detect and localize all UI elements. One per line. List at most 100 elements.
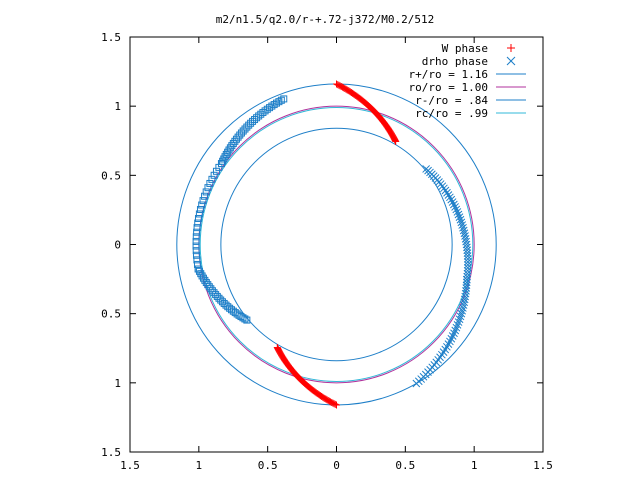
chart-title: m2/n1.5/q2.0/r-+.72-j372/M0.2/512 xyxy=(216,13,435,26)
square-point xyxy=(204,184,212,192)
legend-plus-swatch xyxy=(507,44,515,52)
square-point xyxy=(208,175,216,183)
legend-label: rc/ro = .99 xyxy=(415,107,488,120)
drho-phase-point xyxy=(450,200,458,209)
square-point xyxy=(199,197,207,205)
reference-circle xyxy=(199,107,474,382)
drho-phase-point xyxy=(412,379,421,388)
square-point xyxy=(215,163,223,171)
w-phase-point xyxy=(273,344,281,352)
square-point xyxy=(257,110,265,118)
legend-cross-swatch xyxy=(506,56,516,66)
square-point xyxy=(193,260,201,268)
w-phase-point xyxy=(392,137,400,145)
legend-label: ro/ro = 1.00 xyxy=(409,81,488,94)
drho-phase-point xyxy=(453,321,462,329)
y-tick-label: 0.5 xyxy=(101,308,121,321)
square-point xyxy=(239,314,247,322)
y-tick-label: 0 xyxy=(114,239,121,252)
drho-phase-point xyxy=(446,193,454,202)
square-point xyxy=(247,119,255,127)
legend-label: drho phase xyxy=(422,55,488,68)
y-tick-label: 0.5 xyxy=(101,169,121,182)
square-point xyxy=(206,179,214,187)
square-point xyxy=(221,153,229,161)
square-point xyxy=(245,121,253,129)
drho-phase-point xyxy=(441,186,450,195)
drho-phase-point xyxy=(452,323,461,332)
square-point xyxy=(194,214,202,222)
x-tick-label: 1.5 xyxy=(533,459,553,472)
legend-label: r-/ro = .84 xyxy=(415,94,488,107)
x-tick-label: 1 xyxy=(196,459,203,472)
square-point xyxy=(219,157,227,165)
square-point xyxy=(237,313,245,321)
drho-phase-point xyxy=(458,221,467,229)
drho-phase-point xyxy=(459,301,468,309)
square-point xyxy=(192,251,200,259)
square-point xyxy=(241,125,249,133)
y-tick-label: 1.5 xyxy=(101,31,121,44)
square-point xyxy=(202,188,210,196)
square-point xyxy=(243,316,251,324)
reference-circle xyxy=(220,127,453,362)
square-point xyxy=(193,228,201,236)
square-point xyxy=(212,167,220,175)
y-tick-label: 1.5 xyxy=(101,446,121,459)
drho-phase-point xyxy=(455,315,464,324)
x-tick-label: 0.5 xyxy=(395,459,415,472)
drho-phase-point xyxy=(444,191,453,199)
square-point xyxy=(235,311,243,319)
drho-phase-point xyxy=(447,195,456,204)
square-point xyxy=(249,117,257,125)
drho-phase-point xyxy=(456,312,465,321)
square-point xyxy=(210,171,218,179)
square-point xyxy=(192,242,200,250)
square-point xyxy=(220,155,228,163)
drho-phase-point xyxy=(458,306,467,315)
square-point xyxy=(192,233,200,241)
square-point xyxy=(253,114,261,122)
drho-phase-point xyxy=(443,188,451,197)
square-point xyxy=(198,201,206,209)
x-tick-label: 0.5 xyxy=(258,459,278,472)
drho-phase-point xyxy=(463,260,472,269)
drho-phase-point xyxy=(454,210,463,219)
x-tick-label: 0 xyxy=(333,459,340,472)
drho-phase-point xyxy=(459,304,467,312)
drho-phase-point xyxy=(457,309,466,318)
drho-phase-point xyxy=(453,208,462,216)
drho-phase-point xyxy=(463,258,472,266)
square-point xyxy=(196,205,204,213)
drho-phase-point xyxy=(451,203,459,211)
legend-label: r+/ro = 1.16 xyxy=(409,68,488,81)
drho-phase-point xyxy=(463,252,472,260)
drho-phase-point xyxy=(463,249,472,257)
y-tick-label: 1 xyxy=(114,377,121,390)
x-tick-label: 1.5 xyxy=(120,459,140,472)
y-tick-label: 1 xyxy=(114,100,121,113)
drho-phase-point xyxy=(463,255,472,263)
drho-phase-point xyxy=(463,266,472,275)
square-point xyxy=(255,112,263,120)
drho-phase-point xyxy=(452,205,461,214)
drho-phase-point xyxy=(456,215,465,224)
drho-phase-point xyxy=(448,198,457,206)
square-point xyxy=(201,192,209,200)
square-point xyxy=(243,123,251,131)
square-point xyxy=(193,224,201,232)
square-point xyxy=(194,219,202,227)
legend-label: W phase xyxy=(442,42,488,55)
reference-circle xyxy=(176,83,497,406)
square-point xyxy=(192,237,200,245)
square-point xyxy=(251,116,259,124)
square-point xyxy=(192,247,200,255)
drho-phase-point xyxy=(454,318,463,326)
square-point xyxy=(193,256,201,264)
drho-phase-point xyxy=(457,218,466,227)
drho-phase-point xyxy=(463,263,472,272)
square-point xyxy=(195,210,203,218)
x-tick-label: 1 xyxy=(471,459,478,472)
square-point xyxy=(241,315,249,323)
